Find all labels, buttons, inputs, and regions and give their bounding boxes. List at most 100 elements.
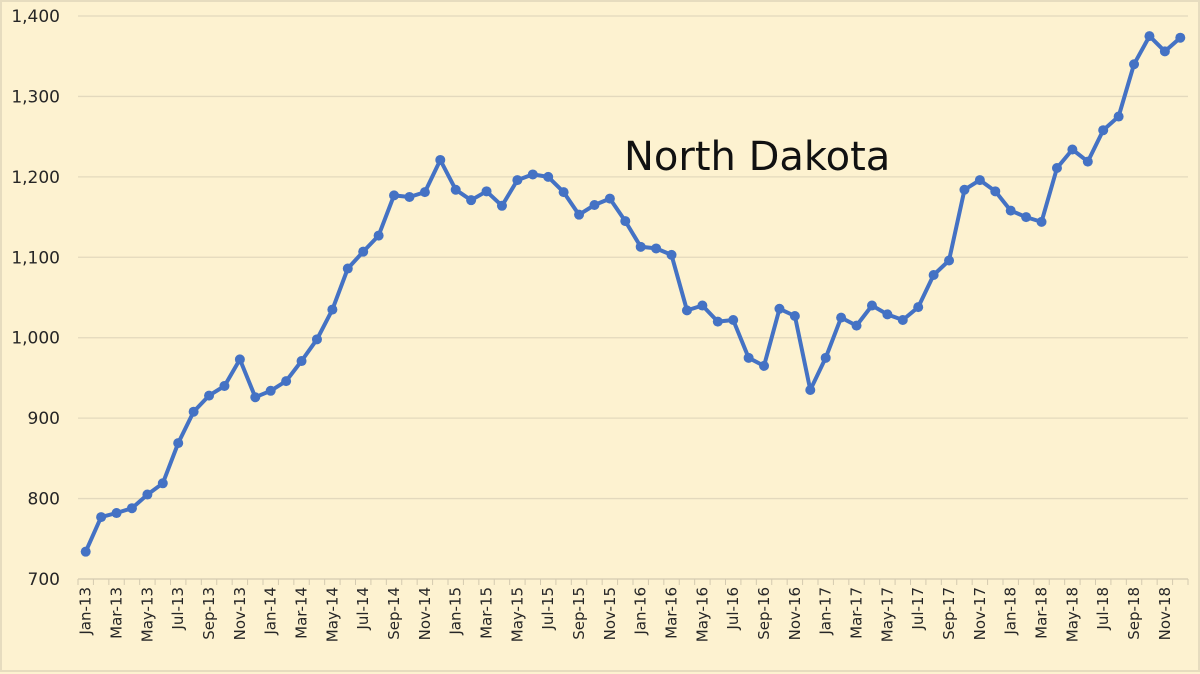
data-point-marker xyxy=(111,508,122,519)
y-tick-label: 1,400 xyxy=(11,7,60,27)
data-point-marker xyxy=(204,390,215,401)
data-point-marker xyxy=(327,304,338,315)
data-point-marker xyxy=(435,154,446,165)
data-series xyxy=(80,31,1186,557)
x-tick-label: Mar-17 xyxy=(848,587,866,639)
y-tick-label: 700 xyxy=(28,570,60,590)
x-tick-label: Sep-18 xyxy=(1125,587,1143,640)
data-point-marker xyxy=(496,200,507,211)
x-tick-label: Sep-17 xyxy=(940,587,958,640)
data-point-marker xyxy=(774,303,785,314)
data-point-marker xyxy=(1021,212,1032,223)
data-point-marker xyxy=(250,392,261,403)
data-point-marker xyxy=(373,230,384,241)
x-tick-label: Jan-16 xyxy=(632,587,650,636)
data-point-marker xyxy=(990,186,1001,197)
x-tick-label: May-18 xyxy=(1063,587,1081,642)
x-tick-label: Jan-13 xyxy=(77,587,95,636)
data-point-marker xyxy=(296,356,307,367)
data-point-marker xyxy=(743,352,754,363)
x-tick-label: Jul-14 xyxy=(354,587,372,631)
data-point-marker xyxy=(281,376,292,387)
data-point-marker xyxy=(789,310,800,321)
x-tick-label: May-15 xyxy=(508,587,526,642)
x-tick-label: Jan-17 xyxy=(817,587,835,636)
y-tick-label: 800 xyxy=(28,490,60,510)
data-point-marker xyxy=(728,315,739,326)
data-point-marker xyxy=(80,546,91,557)
data-point-marker xyxy=(666,249,677,260)
x-tick-label: Jul-15 xyxy=(539,587,557,631)
x-tick-label: Sep-16 xyxy=(755,587,773,640)
data-point-marker xyxy=(1175,32,1186,43)
x-tick-label: Nov-18 xyxy=(1156,587,1174,640)
x-tick-label: May-13 xyxy=(138,587,156,642)
data-point-marker xyxy=(681,305,692,316)
x-tick-label: Sep-14 xyxy=(385,587,403,640)
data-point-marker xyxy=(126,503,137,514)
x-tick-label: Sep-15 xyxy=(570,587,588,640)
data-point-marker xyxy=(620,216,631,227)
data-point-marker xyxy=(96,512,107,523)
x-tick-label: Mar-18 xyxy=(1033,587,1051,639)
data-point-marker xyxy=(1067,144,1078,155)
data-point-marker xyxy=(635,241,646,252)
data-point-marker xyxy=(1051,163,1062,174)
data-point-marker xyxy=(897,315,908,326)
data-point-marker xyxy=(188,406,199,417)
series-line xyxy=(83,34,1182,553)
data-point-marker xyxy=(466,195,477,206)
data-point-marker xyxy=(1159,46,1170,57)
x-tick-label: Jul-13 xyxy=(169,587,187,631)
data-point-marker xyxy=(234,354,245,365)
data-point-marker xyxy=(389,190,400,201)
y-axis-ticks: 700 800 900 1,000 1,100 1,200 1,300 1,400 xyxy=(11,7,60,590)
data-point-marker xyxy=(1113,111,1124,122)
data-point-marker xyxy=(820,352,831,363)
data-point-marker xyxy=(419,187,430,198)
data-point-marker xyxy=(157,478,168,489)
data-point-marker xyxy=(866,300,877,311)
data-point-marker xyxy=(450,184,461,195)
x-tick-label: Nov-16 xyxy=(786,587,804,640)
data-point-marker xyxy=(604,193,615,204)
x-tick-label: Jan-14 xyxy=(262,587,280,636)
x-tick-label: Jan-15 xyxy=(447,587,465,636)
x-tick-label: Nov-14 xyxy=(416,587,434,640)
data-point-marker xyxy=(712,316,723,327)
y-tick-label: 1,000 xyxy=(11,329,60,349)
data-point-marker xyxy=(342,263,353,274)
y-tick-label: 1,200 xyxy=(11,168,60,188)
x-axis: Jan-13 Mar-13 May-13 Jul-13 Sep-13 Nov-13 Jan-… xyxy=(77,578,1189,642)
data-point-marker xyxy=(404,191,415,202)
data-point-marker xyxy=(512,175,523,186)
data-point-marker xyxy=(173,438,184,449)
data-point-marker xyxy=(805,384,816,395)
data-point-marker xyxy=(1129,59,1140,70)
data-point-marker xyxy=(1036,216,1047,227)
data-point-marker xyxy=(851,320,862,331)
y-tick-label: 1,100 xyxy=(11,248,60,268)
data-point-marker xyxy=(974,175,985,186)
data-point-marker xyxy=(944,255,955,266)
chart-title: North Dakota xyxy=(624,134,890,180)
data-point-marker xyxy=(928,269,939,280)
x-tick-label: Mar-15 xyxy=(478,587,496,639)
data-point-marker xyxy=(651,243,662,254)
data-point-marker xyxy=(1005,205,1016,216)
x-tick-label: Nov-15 xyxy=(601,587,619,640)
x-tick-label: Jul-17 xyxy=(909,587,927,631)
data-point-marker xyxy=(481,186,492,197)
data-point-marker xyxy=(543,171,554,182)
gridlines xyxy=(78,15,1188,500)
data-point-marker xyxy=(1098,125,1109,136)
data-point-marker xyxy=(574,209,585,220)
data-point-marker xyxy=(558,187,569,198)
data-point-marker xyxy=(1082,156,1093,167)
x-tick-label: Jul-16 xyxy=(724,587,742,631)
data-point-marker xyxy=(219,380,230,391)
x-tick-label: May-16 xyxy=(693,587,711,642)
x-tick-label: Mar-13 xyxy=(108,587,126,639)
x-tick-label: Mar-14 xyxy=(293,587,311,639)
